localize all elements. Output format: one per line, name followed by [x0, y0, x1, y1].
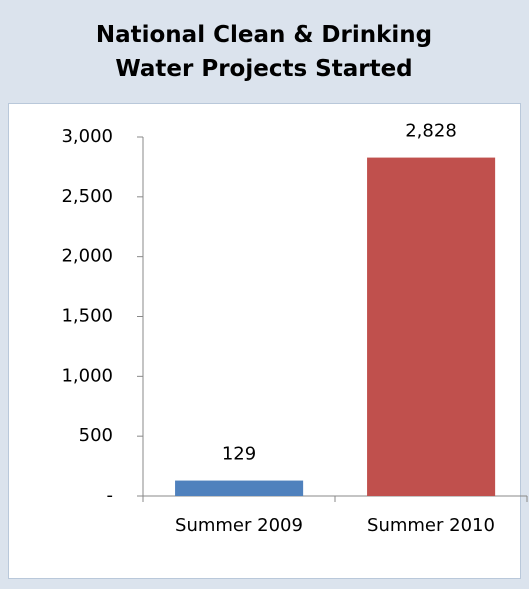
chart-title: National Clean & Drinking Water Projects…	[95, 22, 433, 82]
y-tick-label: -	[107, 485, 114, 506]
bar	[175, 480, 304, 496]
data-label: 129	[222, 444, 256, 465]
y-tick-label: 3,000	[61, 126, 113, 147]
x-tick-label: Summer 2009	[175, 515, 303, 536]
y-tick-label: 2,000	[61, 246, 113, 267]
y-tick-label: 2,500	[61, 186, 113, 207]
x-tick-label: Summer 2010	[367, 515, 495, 536]
bar	[367, 157, 496, 496]
y-tick-label: 1,500	[61, 306, 113, 327]
y-tick-label: 1,000	[61, 365, 113, 386]
data-label: 2,828	[405, 121, 457, 142]
y-tick-label: 500	[79, 425, 113, 446]
